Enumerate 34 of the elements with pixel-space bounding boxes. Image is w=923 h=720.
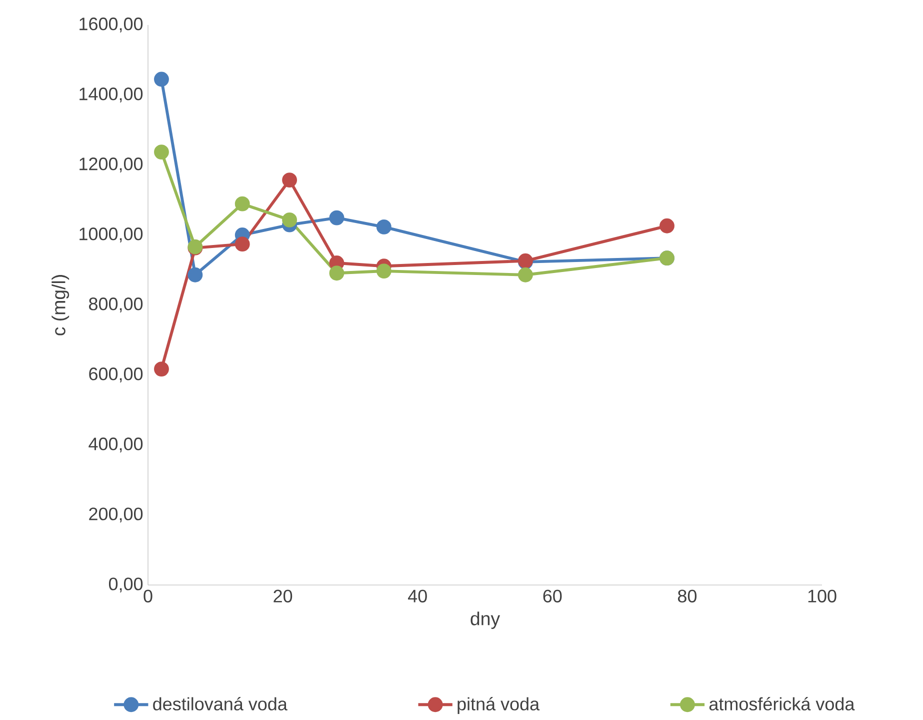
y-tick-label: 1400,00 <box>80 88 143 102</box>
point <box>518 267 533 282</box>
legend-label: pitná voda <box>458 697 540 714</box>
y-tick-label: 1600,00 <box>80 18 143 32</box>
point <box>376 219 392 234</box>
x-tick-label: 0 <box>144 590 152 602</box>
point <box>234 196 250 212</box>
y-tick-label: 200,00 <box>89 508 143 522</box>
point <box>329 210 344 226</box>
point <box>154 144 169 160</box>
x-tick-label: 20 <box>274 590 292 602</box>
point <box>282 212 298 228</box>
x-axis-title: dny <box>470 612 500 630</box>
x-tick-label: 100 <box>808 590 836 602</box>
point <box>154 362 169 377</box>
point <box>329 266 344 281</box>
x-tick-label: 40 <box>408 590 427 602</box>
legend-label: destilovaná voda <box>153 697 288 710</box>
x-tick-label: 60 <box>543 590 562 602</box>
point <box>154 72 169 87</box>
y-tick-label: 600,00 <box>89 368 143 382</box>
point <box>282 172 298 188</box>
y-tick-label: 0,00 <box>108 578 143 592</box>
x-tick-label: 80 <box>678 590 697 602</box>
y-tick-label: 1000,00 <box>80 228 143 242</box>
point <box>376 264 392 279</box>
point <box>188 267 203 282</box>
y-tick-label: 1200,00 <box>80 158 143 172</box>
point <box>234 236 250 252</box>
y-tick-label: 400,00 <box>88 438 143 452</box>
point <box>660 218 674 234</box>
legend-label: atmosférická voda <box>709 697 855 710</box>
y-axis-title: c (mg/l) <box>52 275 70 336</box>
y-tick-label: 800,00 <box>89 298 143 312</box>
